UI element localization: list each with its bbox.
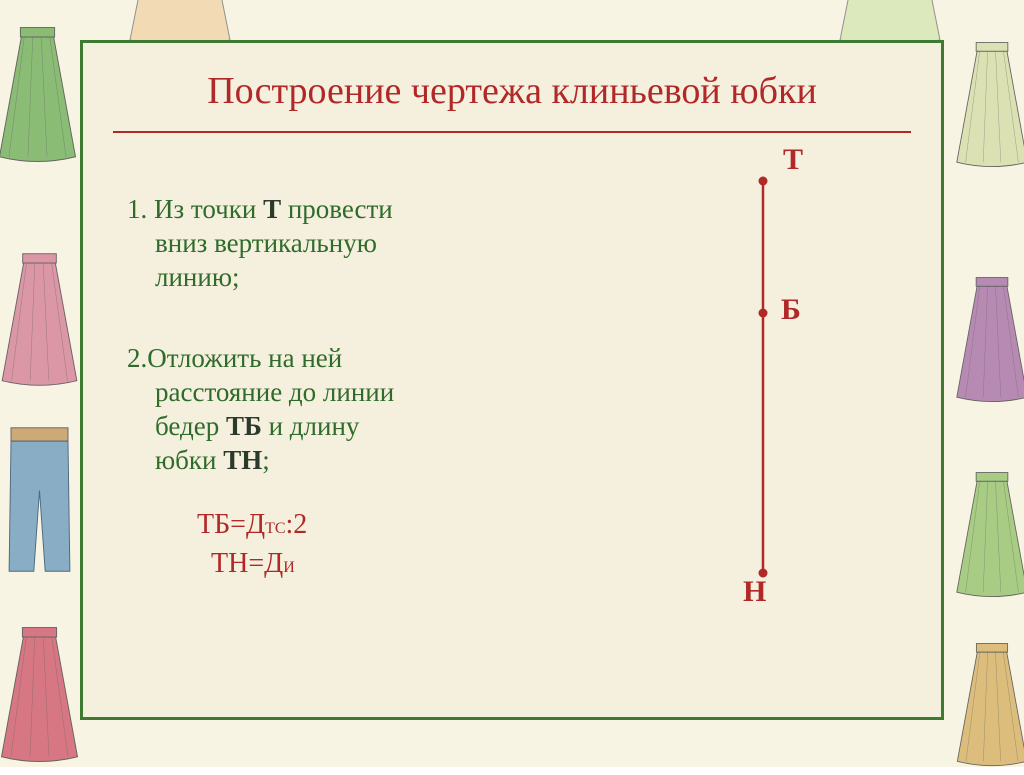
step-2-line4b: ; [262,445,270,475]
step-2-TH: ТН [223,445,262,475]
point-label-T: Т [783,143,803,177]
step-2-number: 2. [127,343,147,373]
formulas-block: ТБ=ДТС:2 ТН=ДИ [197,507,547,581]
construction-diagram: Т Б Н [673,143,873,623]
slide-title: Построение чертежа клиньевой юбки [83,69,941,113]
formula-TB-main: ТБ=Д [197,509,265,540]
step-1: 1. Из точки Т провести вниз вертикальную… [127,193,547,294]
point-label-H: Н [743,575,766,609]
step-2-line2: расстояние до линии [155,376,394,410]
step-1-text-b: провести [281,194,393,224]
step-2-line3a: бедер [155,411,226,441]
content-area: 1. Из точки Т провести вниз вертикальную… [83,133,941,673]
content-frame: Построение чертежа клиньевой юбки 1. Из … [80,40,944,720]
diagram-svg [673,143,873,623]
step-1-point-T: Т [263,194,281,224]
formula-TH-main: ТН=Д [211,548,283,579]
step-1-number: 1. [127,194,147,224]
step-2-line1: Отложить на ней [147,343,342,373]
instruction-steps: 1. Из точки Т провести вниз вертикальную… [127,193,547,585]
formula-TH: ТН=ДИ [211,546,547,581]
point-label-B: Б [781,293,801,327]
step-2-line4a: юбки [155,445,223,475]
formula-TB-tail: :2 [286,509,308,540]
formula-TB-sub: ТС [265,520,285,537]
step-1-text-a: Из точки [154,194,263,224]
step-1-line2: вниз вертикальную [155,227,377,261]
formula-TH-sub: И [283,559,295,576]
step-2-line3b: и длину [262,411,360,441]
formula-TB: ТБ=ДТС:2 [197,507,547,542]
step-2: 2.Отложить на ней расстояние до линии бе… [127,342,547,477]
step-2-TB: ТБ [226,411,262,441]
step-1-line3: линию; [155,261,240,295]
